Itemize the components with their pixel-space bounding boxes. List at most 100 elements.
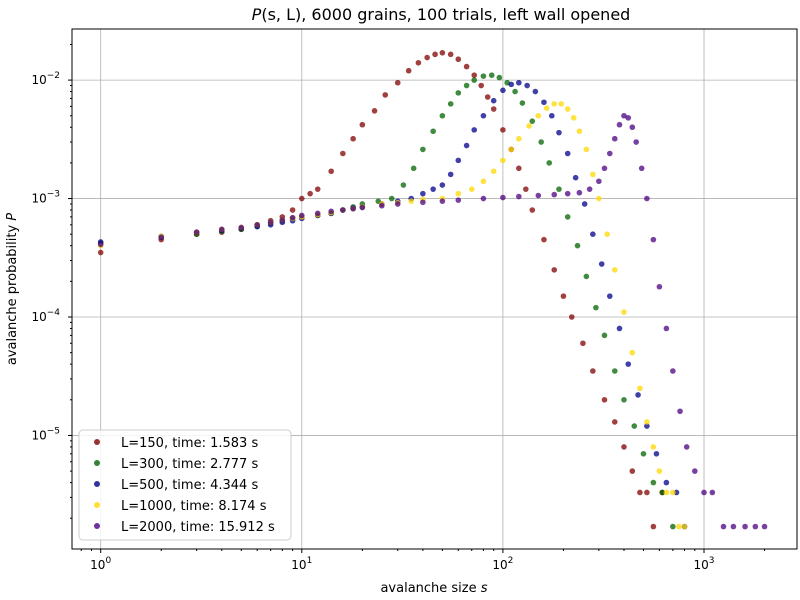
y-tick-label: 10−3 [31, 190, 60, 206]
y-tick-label: 10−2 [31, 71, 60, 87]
data-point [516, 165, 522, 172]
data-point [633, 139, 639, 145]
data-point [601, 396, 608, 403]
data-point [455, 90, 462, 96]
data-point [558, 101, 565, 107]
x-tick-label: 102 [492, 556, 513, 572]
data-point [193, 229, 200, 235]
data-point [394, 201, 401, 207]
data-point [676, 523, 682, 530]
data-point [650, 479, 657, 486]
data-point [463, 142, 470, 149]
data-point [635, 392, 641, 398]
data-point [439, 49, 446, 56]
data-point [621, 444, 627, 450]
data-point [590, 171, 596, 178]
data-point [289, 207, 296, 213]
data-point [382, 92, 389, 98]
data-point [551, 191, 558, 198]
data-point [631, 423, 638, 429]
data-point [621, 309, 627, 315]
legend-marker [94, 460, 100, 466]
data-point [394, 79, 401, 86]
data-point [471, 77, 478, 83]
data-point [490, 106, 497, 112]
data-point [524, 82, 530, 89]
data-point [267, 219, 274, 226]
data-point [496, 74, 503, 81]
data-point [656, 468, 663, 474]
data-point [480, 178, 487, 185]
series-4 [97, 112, 768, 530]
data-point [500, 194, 506, 201]
data-point [238, 224, 245, 231]
data-point [447, 171, 454, 178]
data-point [581, 201, 588, 207]
data-point [535, 192, 542, 199]
data-point [532, 88, 539, 95]
data-point [625, 115, 632, 121]
legend-marker [94, 481, 100, 487]
legend-marker [94, 439, 100, 445]
data-point [637, 489, 643, 496]
data-point [254, 222, 260, 228]
data-point [420, 190, 426, 197]
data-point [516, 79, 522, 86]
data-point [709, 489, 716, 496]
data-point [556, 129, 562, 136]
data-point [606, 293, 613, 299]
data-point [371, 108, 378, 114]
data-point [663, 325, 670, 332]
data-point [590, 368, 596, 374]
data-point [307, 190, 313, 197]
data-point [604, 231, 610, 238]
data-point [478, 82, 485, 89]
data-point [593, 304, 599, 311]
data-point [340, 207, 346, 213]
data-point [490, 97, 497, 104]
data-point [158, 234, 165, 241]
data-point [580, 340, 586, 347]
legend-label: L=1000, time: 8.174 s [121, 499, 267, 514]
axis-ticks: 100 101 102 103 10−5 10−4 10−3 10−2 [31, 43, 766, 572]
data-point [720, 523, 727, 530]
data-point [583, 146, 590, 153]
data-point [611, 419, 618, 425]
data-point [644, 423, 650, 429]
data-point [650, 523, 657, 530]
data-point [601, 332, 608, 339]
data-point [629, 349, 636, 356]
data-point [420, 199, 426, 206]
series-0 [97, 49, 666, 530]
data-point [541, 99, 547, 106]
data-point [516, 193, 522, 200]
plot-frame [71, 28, 798, 550]
data-point [340, 150, 346, 157]
data-point [447, 101, 454, 107]
data-point [463, 82, 470, 89]
data-point [516, 135, 522, 142]
data-point [742, 523, 748, 530]
data-point [629, 124, 636, 131]
data-point [644, 195, 650, 202]
data-point [570, 115, 577, 121]
data-point [637, 385, 643, 392]
data-point [564, 150, 571, 157]
data-point [606, 150, 613, 157]
data-point [359, 121, 366, 128]
data-point [298, 212, 305, 219]
data-point [546, 160, 553, 166]
data-point [379, 202, 385, 209]
data-point [410, 165, 417, 172]
data-point [656, 283, 663, 290]
data-point [350, 205, 356, 212]
data-point [541, 236, 547, 243]
data-point [572, 174, 579, 181]
data-point [97, 249, 104, 256]
data-point [314, 210, 321, 217]
data-point [97, 241, 104, 248]
data-point [508, 146, 515, 153]
data-point [611, 267, 618, 273]
data-point [556, 186, 562, 192]
